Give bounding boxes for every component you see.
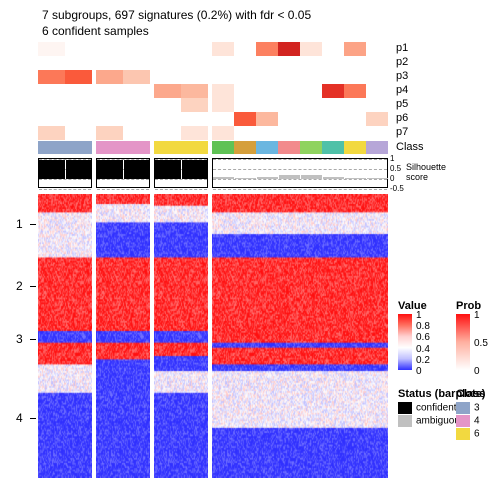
legend-value-tick-5: 0 — [416, 366, 422, 377]
annot-p3-block1 — [96, 70, 150, 84]
class-block0 — [38, 141, 92, 154]
annot-p5-block2 — [154, 98, 208, 112]
legend-value-title: Value — [398, 300, 427, 312]
annot-p3-block2 — [154, 70, 208, 84]
annot-p3-block0 — [38, 70, 92, 84]
annot-p7-block1 — [96, 126, 150, 140]
annot-p2-block1 — [96, 56, 150, 70]
annot-p3-block3 — [212, 70, 388, 84]
legend-prob-gradient — [456, 314, 470, 370]
class-block1 — [96, 141, 150, 154]
title-line-1: 7 subgroups, 697 signatures (0.2%) with … — [42, 8, 311, 22]
annot-p2-block0 — [38, 56, 92, 70]
annot-p6-block3 — [212, 112, 388, 126]
silhouette-block0 — [38, 158, 92, 188]
annot-label-p2: p2 — [396, 56, 408, 68]
annot-label-p3: p3 — [396, 70, 408, 82]
legend-status-item-1: ambiguous — [398, 415, 465, 427]
annot-p2-block3 — [212, 56, 388, 70]
legend-value-tick-1: 0.8 — [416, 321, 430, 332]
heatmap-block2 — [154, 194, 208, 478]
cluster-label-1: 2 — [16, 279, 23, 293]
annot-p7-block2 — [154, 126, 208, 140]
annot-p1-block0 — [38, 42, 92, 56]
annot-p1-block1 — [96, 42, 150, 56]
annot-p7-block3 — [212, 126, 388, 140]
legend-value-tick-3: 0.4 — [416, 344, 430, 355]
class-block2 — [154, 141, 208, 154]
legend-prob-tick-0: 1 — [474, 310, 480, 321]
class-block3 — [212, 141, 388, 154]
sil-tick-3: -0.5 — [390, 184, 404, 193]
legend-prob-tick-2: 0 — [474, 366, 480, 377]
annot-p7-block0 — [38, 126, 92, 140]
annot-p4-block3 — [212, 84, 388, 98]
legend-value-tick-0: 1 — [416, 310, 422, 321]
legend-value-gradient — [398, 314, 412, 370]
annot-p5-block3 — [212, 98, 388, 112]
annot-p6-block0 — [38, 112, 92, 126]
legend-class-item-1: 4 — [456, 415, 480, 427]
cluster-label-2: 3 — [16, 332, 23, 346]
annot-label-p5: p5 — [396, 98, 408, 110]
cluster-label-0: 1 — [16, 217, 23, 231]
legend-prob-tick-1: 0.5 — [474, 338, 488, 349]
legend-value-tick-4: 0.2 — [416, 355, 430, 366]
annot-p2-block2 — [154, 56, 208, 70]
legend-class-item-2: 6 — [456, 428, 480, 440]
annot-label-p6: p6 — [396, 112, 408, 124]
legend-class-item-0: 3 — [456, 402, 480, 414]
annot-p5-block1 — [96, 98, 150, 112]
annot-p4-block1 — [96, 84, 150, 98]
annot-label-p4: p4 — [396, 84, 408, 96]
legend-class-title: Class — [456, 388, 485, 400]
annot-label-p7: p7 — [396, 126, 408, 138]
class-label: Class — [396, 141, 424, 153]
legend-value-tick-2: 0.6 — [416, 332, 430, 343]
title-line-2: 6 confident samples — [42, 24, 149, 38]
annot-p6-block2 — [154, 112, 208, 126]
cluster-label-3: 4 — [16, 411, 23, 425]
heatmap-block1 — [96, 194, 150, 478]
legend-status-item-0: confident — [398, 402, 457, 414]
silhouette-block3 — [212, 158, 388, 188]
annot-p4-block2 — [154, 84, 208, 98]
annot-p1-block3 — [212, 42, 388, 56]
silhouette-block1 — [96, 158, 150, 188]
sil-tick-1: 0.5 — [390, 164, 401, 173]
annot-p5-block0 — [38, 98, 92, 112]
sil-tick-0: 1 — [390, 154, 394, 163]
annot-label-p1: p1 — [396, 42, 408, 54]
annot-p6-block1 — [96, 112, 150, 126]
silhouette-label: Silhouette score — [406, 162, 446, 182]
silhouette-block2 — [154, 158, 208, 188]
annot-p4-block0 — [38, 84, 92, 98]
heatmap-block0 — [38, 194, 92, 478]
annot-p1-block2 — [154, 42, 208, 56]
heatmap-block3 — [212, 194, 388, 478]
sil-tick-2: 0 — [390, 174, 394, 183]
